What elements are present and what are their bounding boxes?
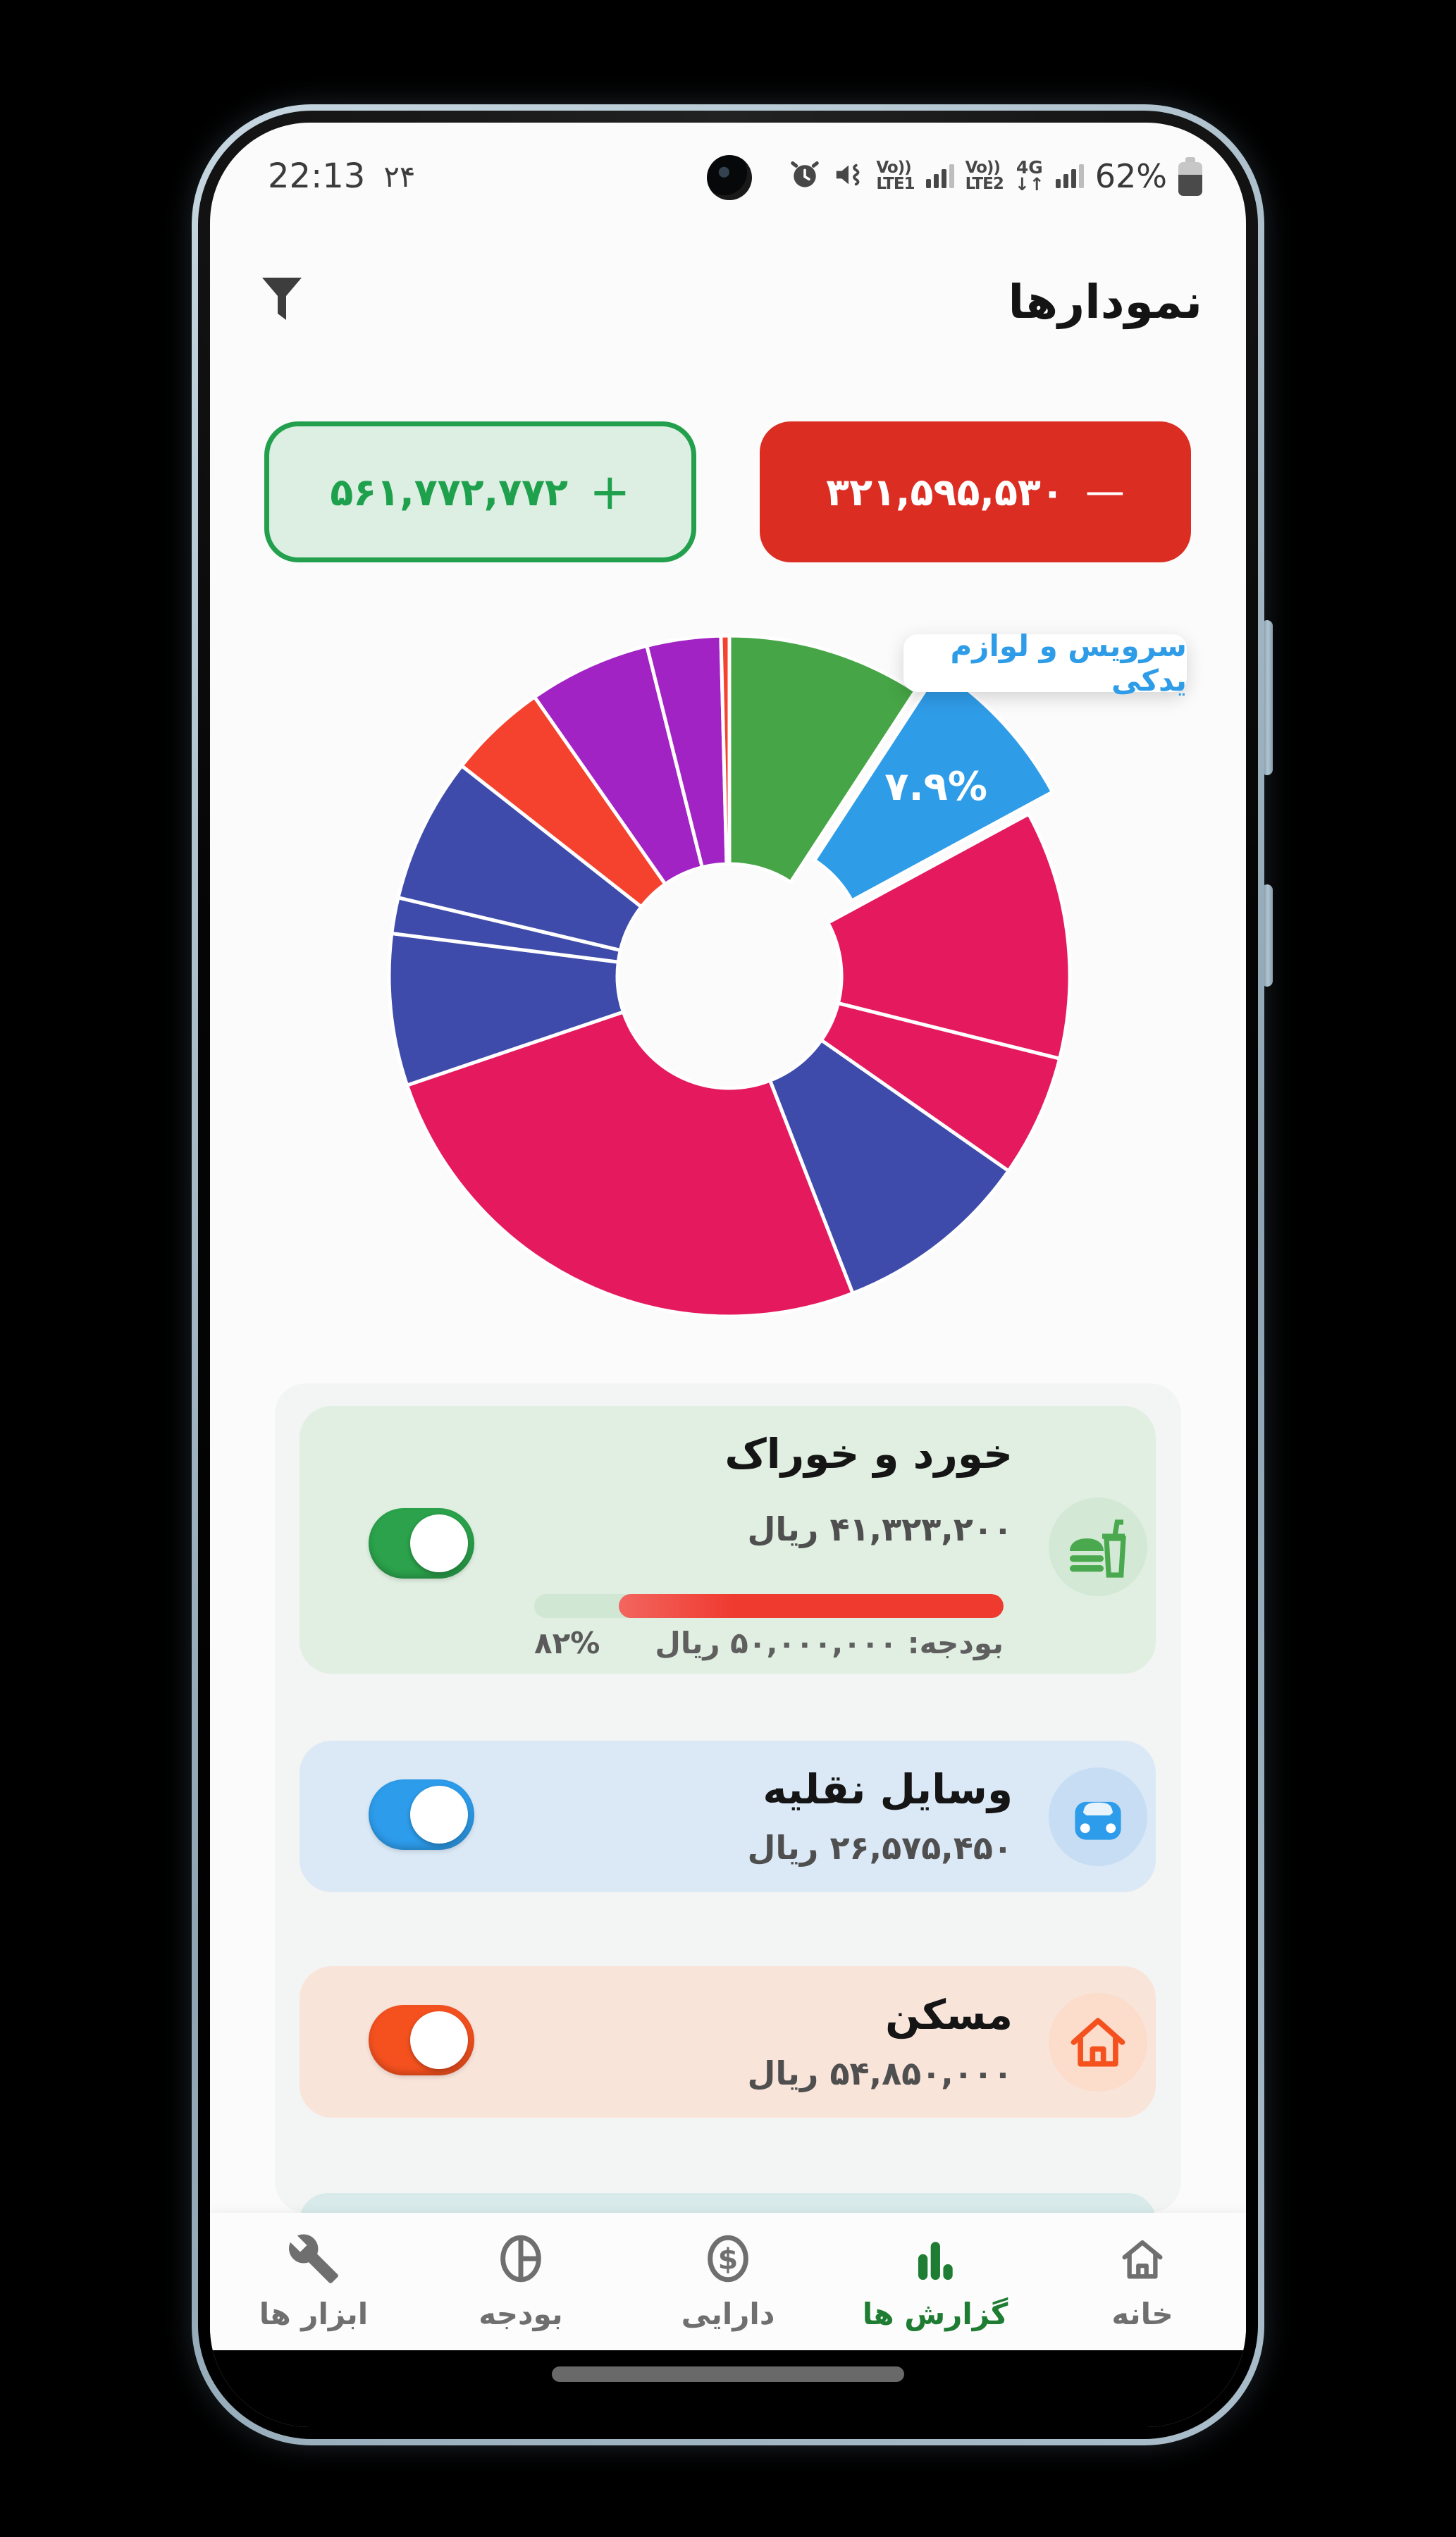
status-bar: 22:13 ۲۴ Vo)) L (259, 142, 1202, 210)
toggle-knob (410, 1514, 468, 1572)
screen: 22:13 ۲۴ Vo)) L (210, 123, 1246, 2427)
battery-icon (1178, 156, 1202, 196)
dollar-icon: $ (701, 2232, 755, 2288)
category-card-vehicle[interactable]: وسایل نقلیه ۲۶,۵۷۵,۴۵۰ ریال (300, 1741, 1156, 1892)
category-card-food[interactable]: خورد و خوراک ۴۱,۳۲۳,۲۰۰ ریال ۸۲% بودجه: … (300, 1406, 1156, 1674)
category-title: خورد و خوراک (724, 1430, 1013, 1478)
nav-item-home[interactable]: خانه (1039, 2213, 1246, 2350)
nav-label: بودجه (479, 2297, 563, 2331)
phone-frame: 22:13 ۲۴ Vo)) L (192, 104, 1264, 2445)
signal-bars-sim2-icon (1055, 164, 1084, 188)
nav-item-tools[interactable]: ابزار ها (210, 2213, 417, 2350)
expense-total-button[interactable]: ۳۲۱,۵۹۵,۵۳۰ — (760, 421, 1191, 562)
budget-progress-fill (618, 1594, 1004, 1618)
power-button[interactable] (1261, 884, 1273, 987)
category-amount: ۵۴,۸۵۰,۰۰۰ ریال (747, 2054, 1013, 2092)
alarm-icon (789, 159, 821, 194)
clock: 22:13 (268, 156, 366, 196)
home-icon (1116, 2232, 1169, 2288)
bottom-nav: ابزار ها بودجه $ دارایی (210, 2213, 1246, 2350)
front-camera (707, 155, 752, 200)
category-toggle[interactable] (369, 2005, 474, 2075)
budget-amount-label: بودجه: ۵۰,۰۰۰,۰۰۰ ریال (655, 1626, 1004, 1660)
toggle-knob (410, 2011, 468, 2069)
nav-label: دارایی (681, 2297, 775, 2331)
category-amount: ۴۱,۳۲۳,۲۰۰ ریال (747, 1510, 1013, 1548)
category-amount: ۲۶,۵۷۵,۴۵۰ ریال (747, 1829, 1013, 1867)
pie-slice[interactable] (405, 1010, 855, 1319)
nav-label: ابزار ها (259, 2297, 369, 2331)
wrench-icon (287, 2232, 340, 2288)
phone-bezel: 22:13 ۲۴ Vo)) L (198, 111, 1258, 2439)
food-icon (1049, 1498, 1147, 1596)
minus-icon: — (1085, 469, 1125, 514)
pie-slice[interactable] (719, 634, 732, 866)
pie-icon (494, 2232, 548, 2288)
day-badge: ۲۴ (383, 159, 416, 194)
category-title: مسکن (885, 1991, 1013, 2039)
mute-vibrate-icon (832, 159, 865, 194)
signal-bars-sim1-icon (925, 164, 954, 188)
header: نمودارها (259, 261, 1202, 342)
bar-chart-icon (908, 2232, 962, 2288)
pie-slice[interactable] (396, 764, 643, 952)
pie-slice[interactable] (727, 634, 918, 884)
gesture-area (210, 2350, 1246, 2427)
chart-tooltip: سرویس و لوازم یدکی (903, 629, 1187, 698)
category-card-housing[interactable]: مسکن ۵۴,۸۵۰,۰۰۰ ریال (300, 1966, 1156, 2118)
toggle-knob (410, 1786, 468, 1844)
pie-slice[interactable] (387, 932, 625, 1087)
nav-label: گزارش ها (862, 2297, 1008, 2331)
category-toggle[interactable] (369, 1779, 474, 1850)
svg-text:$: $ (718, 2242, 739, 2276)
pie-slice[interactable] (813, 667, 1054, 903)
battery-percent: 62% (1094, 157, 1167, 195)
expense-value: ۳۲۱,۵۹۵,۵۳۰ (826, 469, 1064, 514)
plus-icon: + (589, 463, 631, 521)
expense-donut-chart: ۷.۹% (349, 595, 1110, 1357)
income-total-button[interactable]: ۵۶۱,۷۷۲,۷۷۲ + (264, 421, 696, 562)
budget-percent-label: ۸۲% (534, 1626, 600, 1660)
pie-slice[interactable] (826, 812, 1072, 1061)
nav-item-reports[interactable]: گزارش ها (832, 2213, 1039, 2350)
sim2-label: Vo)) LTE2 (965, 159, 1004, 193)
volume-button[interactable] (1261, 620, 1273, 775)
sim1-label: Vo)) LTE1 (876, 159, 915, 193)
budget-progress-bar (534, 1594, 1004, 1618)
car-icon (1049, 1767, 1147, 1866)
home-icon (1049, 1993, 1147, 2092)
page-title: نمودارها (1008, 274, 1202, 329)
category-toggle[interactable] (369, 1508, 474, 1579)
nav-item-budget[interactable]: بودجه (417, 2213, 624, 2350)
income-value: ۵۶۱,۷۷۲,۷۷۲ (330, 469, 568, 514)
pie-slice-percent-label: ۷.۹% (884, 764, 987, 810)
filter-icon[interactable] (259, 275, 304, 328)
network-4g-icon: 4G ↓↑ (1014, 157, 1044, 195)
gesture-handle[interactable] (552, 2366, 904, 2382)
nav-item-assets[interactable]: $ دارایی (624, 2213, 832, 2350)
nav-label: خانه (1111, 2297, 1173, 2331)
category-title: وسایل نقلیه (763, 1765, 1013, 1813)
